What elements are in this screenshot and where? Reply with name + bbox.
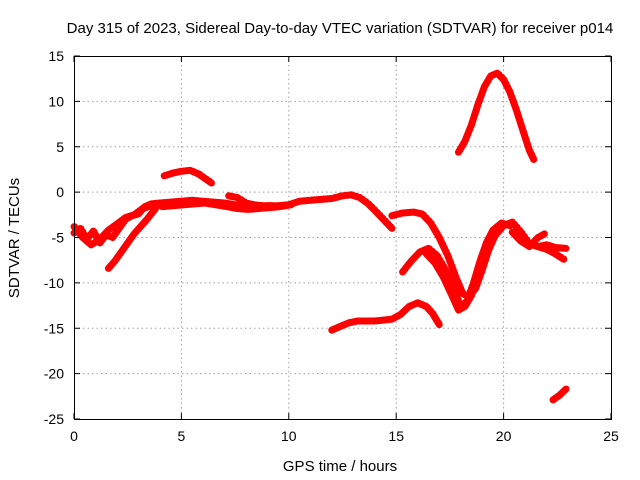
series-arc-10 xyxy=(508,228,548,251)
x-tick-label: 10 xyxy=(281,428,297,444)
x-tick-label: 0 xyxy=(70,428,78,444)
y-tick-label: 0 xyxy=(56,184,64,200)
series-arc-3-texture xyxy=(109,205,159,268)
series-arc-14-texture xyxy=(554,386,569,399)
series-arc-6 xyxy=(160,166,215,187)
y-tick-label: 15 xyxy=(48,48,64,64)
series-arc-13 xyxy=(455,69,538,163)
chart-title: Day 315 of 2023, Sidereal Day-to-day VTE… xyxy=(67,20,614,37)
series-layer xyxy=(70,69,570,404)
series-arc-1-texture xyxy=(75,191,395,242)
grid xyxy=(74,56,611,419)
y-tick-label: -20 xyxy=(44,366,64,382)
y-tick-label: 5 xyxy=(56,139,64,155)
series-arc-11-texture xyxy=(539,243,567,259)
y-axis-title: SDTVAR / TECUs xyxy=(6,178,23,298)
x-tick-label: 25 xyxy=(603,428,619,444)
y-tick-label: -25 xyxy=(44,411,64,427)
series-arc-9-texture xyxy=(427,250,475,310)
x-tick-label: 5 xyxy=(178,428,186,444)
series-arc-2-texture xyxy=(75,200,185,244)
series-arc-6-texture xyxy=(165,167,215,182)
series-arc-8 xyxy=(399,219,514,310)
y-tick-label: -5 xyxy=(52,230,65,246)
series-arc-5-texture xyxy=(229,192,275,205)
series-arc-13-texture xyxy=(459,70,537,159)
x-axis-title: GPS time / hours xyxy=(283,458,397,475)
series-arc-10-texture xyxy=(513,229,548,246)
y-tick-label: -15 xyxy=(44,320,64,336)
y-tick-label: -10 xyxy=(44,275,64,291)
axis-ticks: 0 5 10 15 20 25 -25 -20 -15 -10 -5 0 5 10 15 xyxy=(44,48,619,444)
series-arc-12-texture xyxy=(332,299,443,330)
x-tick-label: 15 xyxy=(388,428,404,444)
series-arc-12 xyxy=(328,299,443,334)
series-arc-9 xyxy=(422,250,475,314)
series-arc-11 xyxy=(534,243,568,263)
y-tick-label: 10 xyxy=(48,93,64,109)
series-arc-5 xyxy=(225,192,276,210)
x-tick-label: 20 xyxy=(496,428,512,444)
